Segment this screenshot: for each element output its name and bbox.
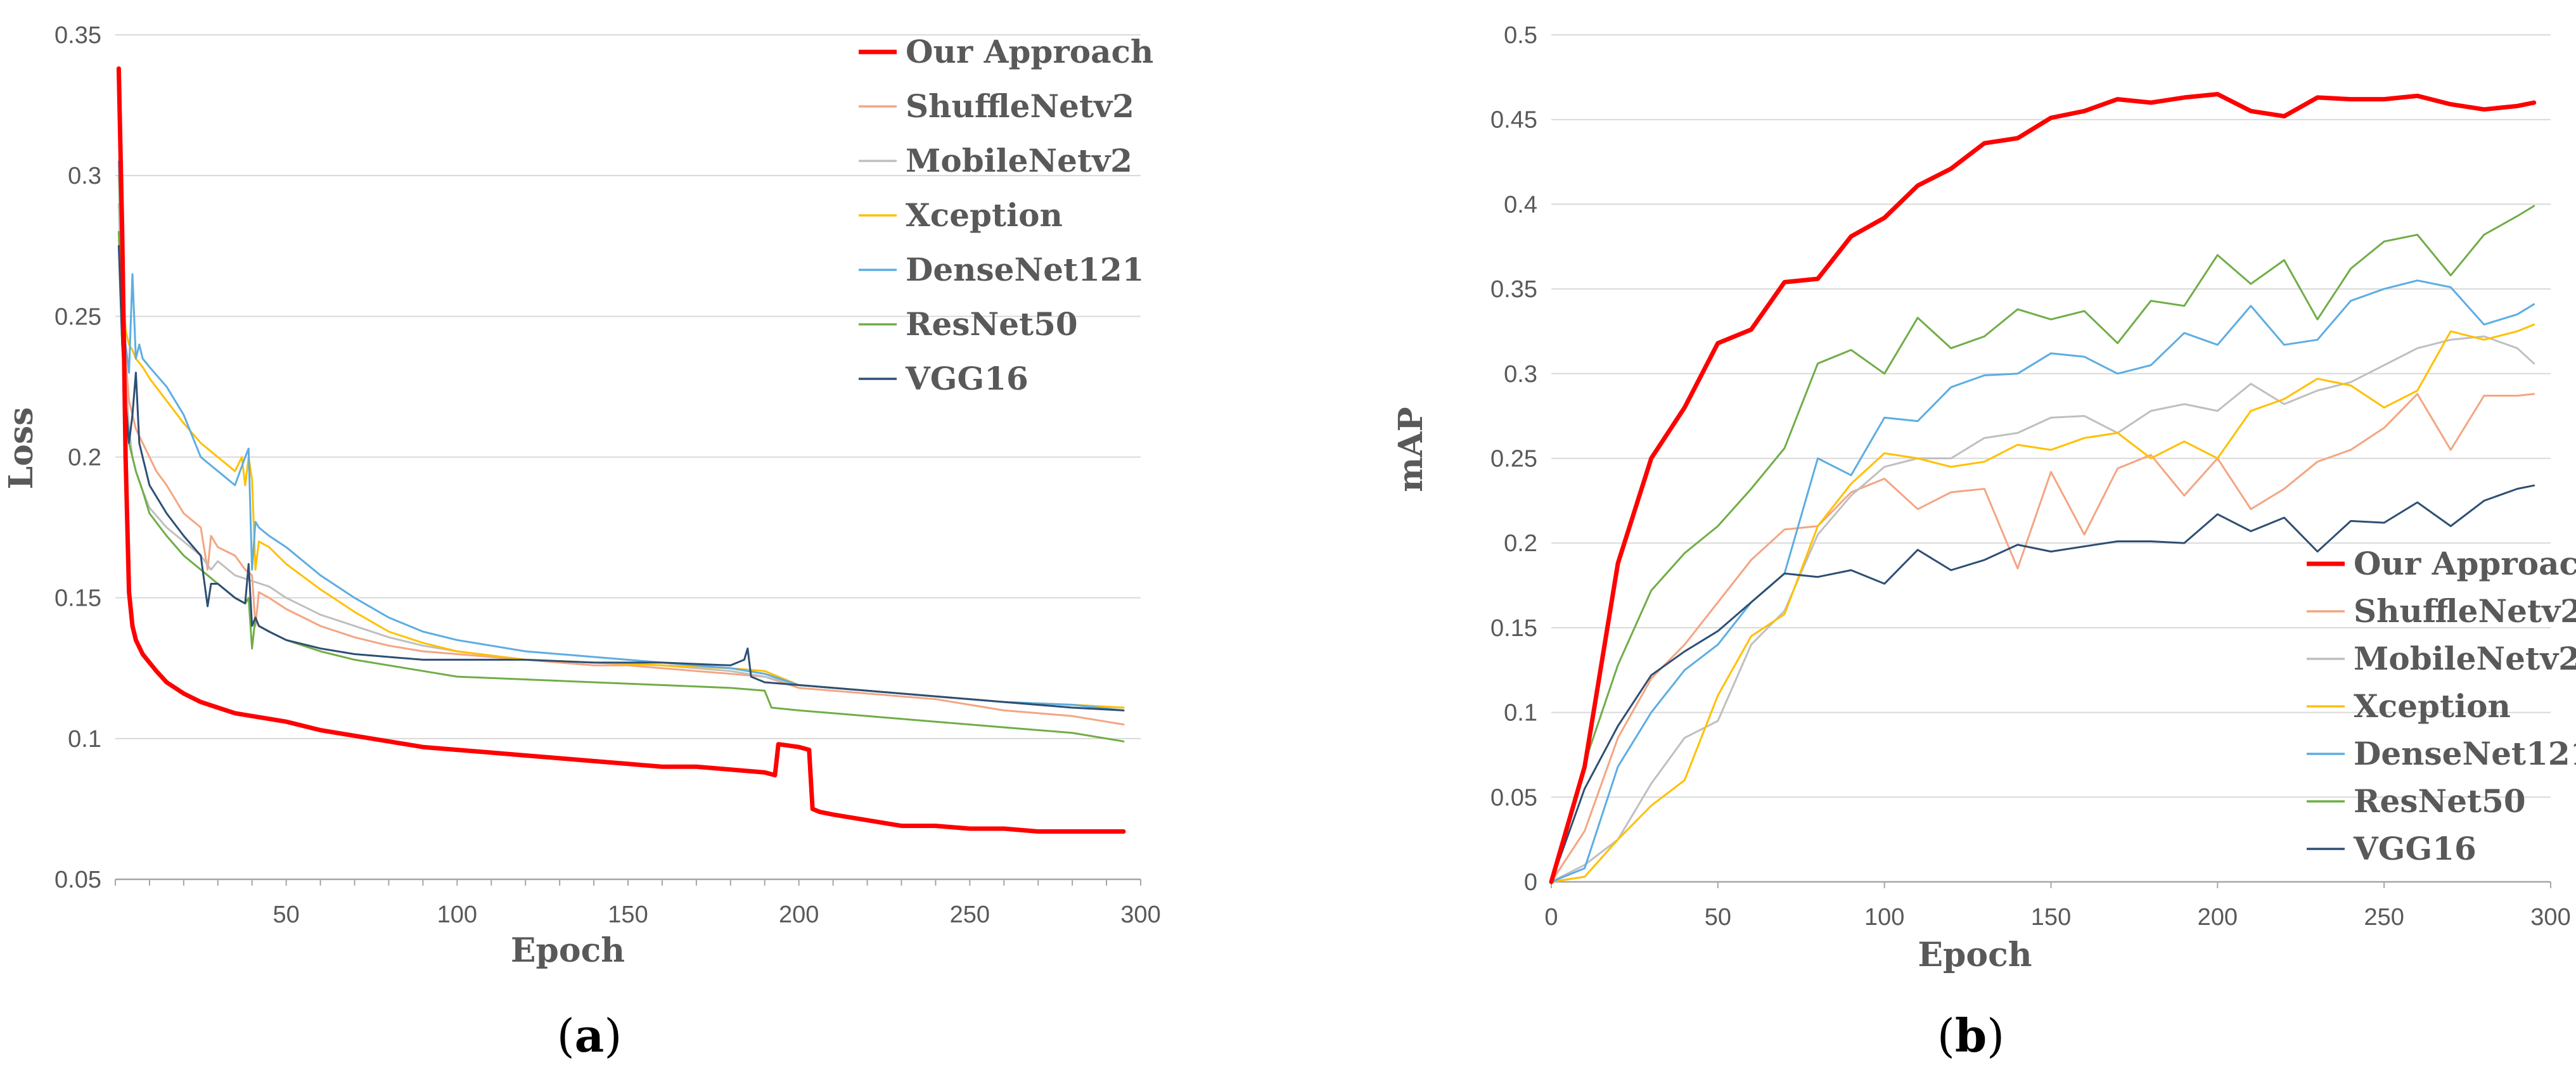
y-tick-label: 0.2 [1504,530,1537,557]
x-tick-label: 300 [1120,901,1160,928]
y-tick-label: 0.25 [1490,446,1537,473]
series-line-our-approach [116,66,1126,834]
y-tick-label: 0.15 [54,585,101,612]
x-tick-label: 300 [2530,904,2570,931]
x-tick-label: 100 [1864,904,1904,931]
series-line-densenet121 [117,160,1125,711]
legend-label: ShuffleNetv2 [906,87,1134,125]
x-tick-label: 150 [2031,904,2071,931]
y-tick-label: 0.1 [68,726,101,753]
y-tick-label: 0.15 [1490,615,1537,642]
legend-label: DenseNet121 [906,251,1144,288]
x-tick-label: 50 [1705,904,1731,931]
legend-label: Our Approach [2354,545,2576,582]
x-tick-label: 150 [608,901,648,928]
panel-label: (a) [557,1009,622,1062]
y-tick-label: 0.3 [68,163,101,189]
y-tick-label: 0.5 [1504,22,1537,49]
y-tick-label: 0.25 [54,303,101,330]
series-line-mobilenetv2 [1550,335,2535,883]
panel-label-letter: a [575,1009,605,1062]
series-line-xception [117,174,1125,709]
y-tick-label: 0.45 [1490,107,1537,134]
x-tick-label: 200 [779,901,819,928]
legend-label: VGG16 [2353,830,2477,867]
x-axis-title: Epoch [511,931,625,970]
panel-label: (b) [1937,1009,2005,1062]
legend-label: MobileNetv2 [2354,640,2576,677]
x-axis-title: Epoch [1918,936,2032,974]
legend-label: DenseNet121 [2354,735,2576,772]
series-line-shufflenetv2 [1550,393,2535,883]
legend-label: VGG16 [905,360,1028,397]
chart-panel-map: 0 0.05 0.1 0.15 0.2 0.25 0.3 0.35 0.4 0.45 0.5 0 50 1… [1392,22,2576,1062]
x-tick-label: 100 [437,901,477,928]
legend-label: MobileNetv2 [906,142,1132,179]
x-tick-label: 250 [950,901,990,928]
x-tick-label: 200 [2198,904,2238,931]
chart-panel-loss: 0.05 0.1 0.15 0.2 0.25 0.3 0.35 50 100 150 200 250 3… [2,22,1161,1062]
legend-label: Our Approach [906,33,1153,70]
legend-label: ResNet50 [2354,782,2526,820]
y-tick-label: 0.35 [54,22,101,49]
y-tick-label: 0.05 [54,867,101,893]
x-tick-label: 50 [273,901,300,928]
series-line-resnet50 [1550,205,2535,883]
legend-label: Xception [2354,687,2511,725]
y-tick-label: 0.1 [1504,700,1537,727]
y-tick-label: 0.4 [1504,191,1537,218]
series-line-vgg16 [117,245,1125,711]
y-tick-label: 0.35 [1490,276,1537,303]
y-axis-title: mAP [1392,407,1430,492]
y-axis-title: Loss [2,407,41,490]
y-tick-label: 0.05 [1490,784,1537,811]
series-line-our-approach [1549,92,2537,884]
panel-label-letter: b [1955,1009,1987,1062]
y-tick-label: 0.2 [68,445,101,471]
series-line-densenet121 [1550,279,2535,883]
series-line-xception [1550,323,2535,883]
x-tick-label: 0 [1544,904,1558,931]
series-line-shufflenetv2 [117,174,1125,726]
x-tick-label: 250 [2364,904,2404,931]
series-line-vgg16 [1550,484,2535,883]
y-tick-label: 0.3 [1504,361,1537,388]
legend-label: Xception [906,196,1063,234]
y-tick-label: 0 [1524,869,1537,896]
legend-label: ShuffleNetv2 [2354,592,2576,630]
legend-label: ResNet50 [906,305,1078,343]
